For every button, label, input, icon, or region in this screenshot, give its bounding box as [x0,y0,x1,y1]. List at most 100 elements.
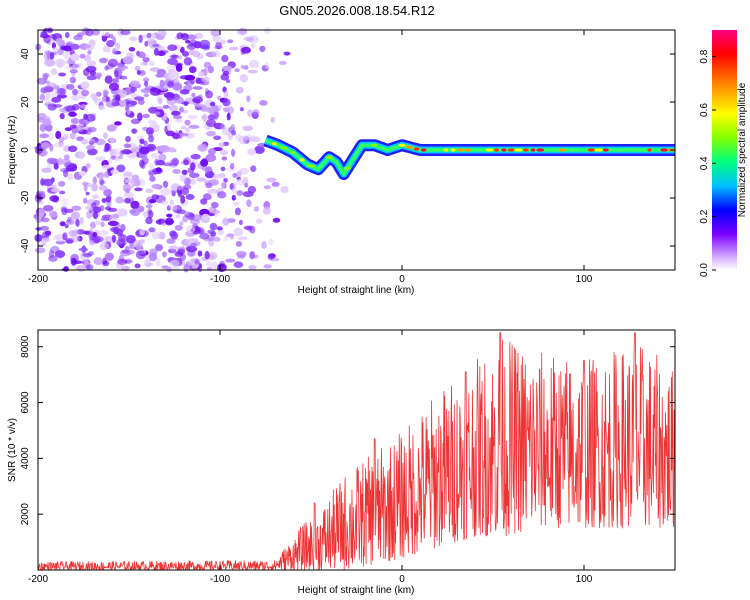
noise-blob [264,62,269,69]
noise-blob [63,169,69,178]
noise-blob [109,136,116,144]
noise-blob [244,183,249,188]
noise-blob [176,55,183,60]
noise-blob [47,131,55,140]
noise-blob [205,260,211,267]
noise-blob [171,78,180,88]
noise-blob [199,232,210,240]
noise-blob [44,59,56,67]
x-tick-label: -200 [28,274,48,285]
noise-blob [188,124,200,129]
noise-blob [83,54,91,62]
noise-blob [242,191,254,198]
noise-blob [229,162,235,170]
ridge-hotspot [522,148,529,152]
noise-blob [86,60,97,67]
noise-blob [189,66,197,74]
noise-blob [44,97,50,104]
noise-blob [94,138,106,146]
noise-blob [79,104,87,109]
noise-blob [166,238,176,245]
noise-blob [189,78,195,85]
noise-blob [227,133,233,141]
noise-blob [195,103,205,107]
noise-blob [238,219,243,226]
noise-blob [49,143,54,152]
noise-blob [36,190,45,195]
noise-blob [263,264,272,269]
noise-blob [139,146,150,155]
noise-blob [83,113,88,120]
noise-blob [54,250,66,258]
ridge-hotspot [450,148,456,152]
snr-x-ticks: -200 -100 0 100 [28,330,593,585]
noise-blob [149,175,156,182]
noise-blob [69,124,77,129]
noise-blob [144,259,152,268]
noise-blob [129,36,138,42]
noise-blob [169,259,180,267]
noise-blob [218,142,226,148]
noise-blob [157,218,165,224]
noise-blob [158,153,167,162]
noise-blob [272,217,281,223]
noise-blob [139,229,145,236]
noise-blob [148,135,155,143]
noise-blob [145,204,153,209]
noise-blob [211,50,221,58]
noise-blob [57,157,64,166]
noise-blob [114,156,120,162]
noise-blob [190,219,201,225]
noise-blob [183,159,189,166]
ridge-hotspot [306,164,316,168]
noise-blob [168,71,180,81]
noise-blob [49,195,59,202]
noise-blob [181,169,188,176]
noise-blob [122,56,134,65]
noise-blob [106,198,112,207]
ridge-hotspot [413,147,420,151]
x-tick-label: 0 [399,274,405,285]
noise-blob [190,162,196,171]
noise-blob [253,206,260,212]
noise-blob [179,89,190,95]
noise-blob [56,94,67,99]
noise-blob [69,69,78,74]
noise-blob [205,90,214,99]
ridge-hotspot [421,148,427,152]
noise-blob [220,123,226,130]
noise-blob [185,127,191,133]
noise-blob [268,238,274,246]
noise-blob [65,239,74,244]
ridge-hotspot [398,143,406,147]
noise-blob [104,252,114,261]
y-tick-label: 0 [20,147,31,153]
noise-blob [231,148,236,157]
noise-blob [112,36,117,45]
noise-blob [138,34,143,43]
noise-blob [70,257,77,266]
noise-blob [80,139,89,145]
y-tick-label: -40 [20,238,31,253]
noise-blob [197,71,205,77]
noise-blob [46,164,52,173]
y-tick-label: 20 [20,96,31,108]
noise-blob [181,239,190,246]
noise-blob [82,197,88,204]
noise-blob [212,174,220,180]
noise-blob [140,88,152,94]
noise-blob [225,258,236,263]
ridge-hotspot [647,148,652,152]
noise-blob [169,230,177,237]
noise-blob [108,58,118,68]
noise-blob [247,148,256,156]
noise-blob [118,100,127,107]
noise-blob [129,80,140,88]
noise-blob [91,202,97,209]
noise-blob [222,65,232,71]
noise-blob [252,109,260,115]
noise-blob [151,194,160,200]
noise-blob [60,45,66,51]
noise-blob [241,46,251,54]
noise-blob [50,68,58,76]
